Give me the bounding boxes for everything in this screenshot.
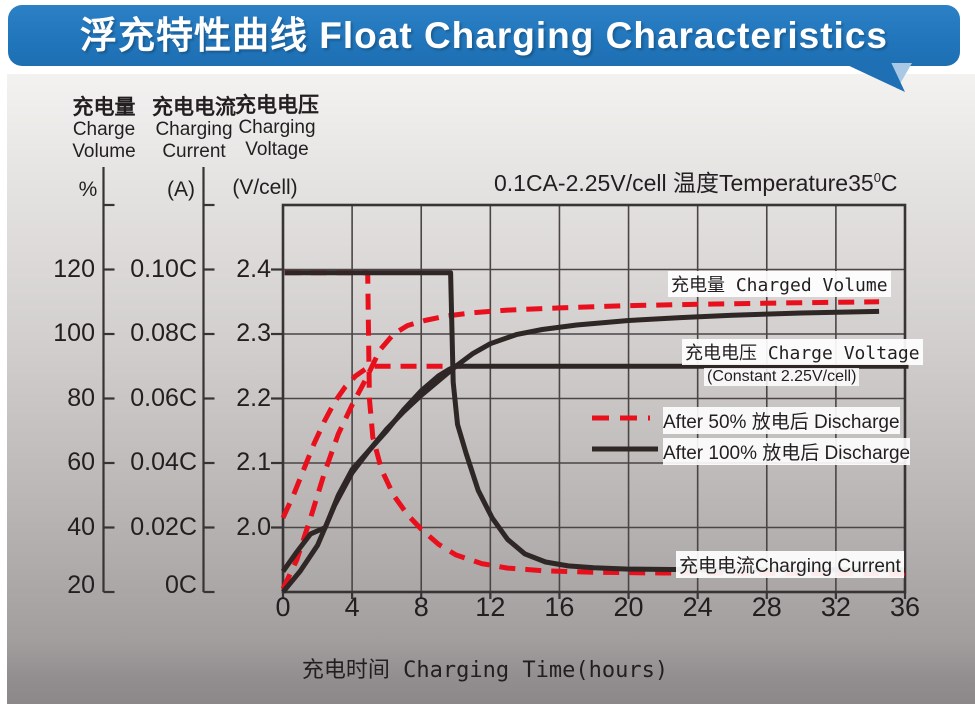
legend-label-50-discharge: After 50% 放电后 Discharge xyxy=(663,407,900,434)
ytick-percent: 80 xyxy=(67,383,95,412)
xtick-hours: 8 xyxy=(413,592,429,622)
axis-header-charging-voltage: 充电电压 Charging Voltage xyxy=(212,94,342,160)
unit-percent: % xyxy=(78,178,98,201)
series-charging-current-50 xyxy=(284,270,906,577)
ytick-current: 0.02C xyxy=(130,512,197,541)
ytick-voltage: 2.2 xyxy=(236,383,271,412)
ytick-current: 0.06C xyxy=(130,383,197,412)
axis-header-charging-current-en1: Charging xyxy=(155,119,233,140)
ytick-voltage: 2.3 xyxy=(236,319,271,347)
xtick-hours: 28 xyxy=(751,592,782,622)
axis-header-charge-volume-en2: Volume xyxy=(72,140,136,162)
ytick-voltage: 2.4 xyxy=(236,254,271,283)
axis-header-charging-voltage-zh: 充电电压 xyxy=(235,94,319,117)
ytick-current: 0C xyxy=(165,571,197,599)
xtick-hours: 16 xyxy=(544,592,575,622)
axis-header-charging-current-en2: Current xyxy=(162,140,226,162)
ytick-current: 0.08C xyxy=(130,319,197,347)
xtick-hours: 12 xyxy=(475,592,506,622)
axis-header-charge-volume-en1: Charge xyxy=(72,119,136,140)
axis-header-charge-volume-zh: 充电量 xyxy=(72,96,136,119)
ytick-voltage: 2.1 xyxy=(236,448,271,476)
label-constant-voltage: (Constant 2.25V/cell) xyxy=(704,368,860,386)
ytick-voltage: 2.0 xyxy=(236,512,271,541)
unit-volt-cell: (V/cell) xyxy=(232,176,298,199)
page-title: 浮充特性曲线 Float Charging Characteristics xyxy=(80,15,888,56)
axis-header-charging-voltage-en1: Charging xyxy=(238,117,316,138)
series-charged-volume-50 xyxy=(280,299,880,590)
xtick-hours: 20 xyxy=(613,592,644,622)
axis-header-charge-volume: 充电量 Charge Volume xyxy=(39,96,169,162)
unit-ampere: (A) xyxy=(167,178,195,201)
test-condition: 0.1CA-2.25V/cell 温度Temperature350C xyxy=(494,164,898,198)
condition-degree-sup: 0 xyxy=(873,170,881,185)
series-charge-voltage-50 xyxy=(280,363,461,519)
ytick-percent: 40 xyxy=(67,512,95,541)
axis-header-charging-current: 充电电流 Charging Current xyxy=(129,96,259,162)
label-charging-current: 充电电流Charging Current xyxy=(676,551,904,578)
series-charge-voltage-100 xyxy=(280,363,909,573)
ytick-percent: 60 xyxy=(67,448,95,476)
ytick-percent: 120 xyxy=(53,254,95,283)
xtick-hours: 36 xyxy=(889,592,921,622)
ytick-current: 0.04C xyxy=(130,448,197,476)
axis-header-charging-current-zh: 充电电流 xyxy=(152,96,236,119)
ytick-current: 0.10C xyxy=(130,254,197,283)
label-charged-volume: 充电量 Charged Volume xyxy=(668,271,891,297)
label-charge-voltage: 充电电压 Charge Voltage xyxy=(682,339,923,365)
plot-frame xyxy=(281,203,907,594)
series-charging-current-100 xyxy=(284,270,906,573)
xtick-hours: 32 xyxy=(820,592,851,622)
condition-rate: 0.1CA-2.25V/cell xyxy=(494,170,667,196)
ytick-percent: 20 xyxy=(67,571,95,599)
axis-header-charging-voltage-en2: Voltage xyxy=(245,138,309,160)
xtick-hours: 4 xyxy=(344,592,360,622)
x-axis-title: 充电时间 Charging Time(hours) xyxy=(301,658,669,683)
xtick-hours: 0 xyxy=(275,592,291,622)
condition-degree-unit: C xyxy=(880,170,898,196)
legend-label-100-discharge: After 100% 放电后 Discharge xyxy=(663,438,911,465)
ytick-percent: 100 xyxy=(53,319,95,347)
xtick-hours: 24 xyxy=(682,592,713,622)
condition-temperature: 温度Temperature35 xyxy=(666,170,874,196)
title-banner: 浮充特性曲线 Float Charging Characteristics xyxy=(8,5,960,66)
